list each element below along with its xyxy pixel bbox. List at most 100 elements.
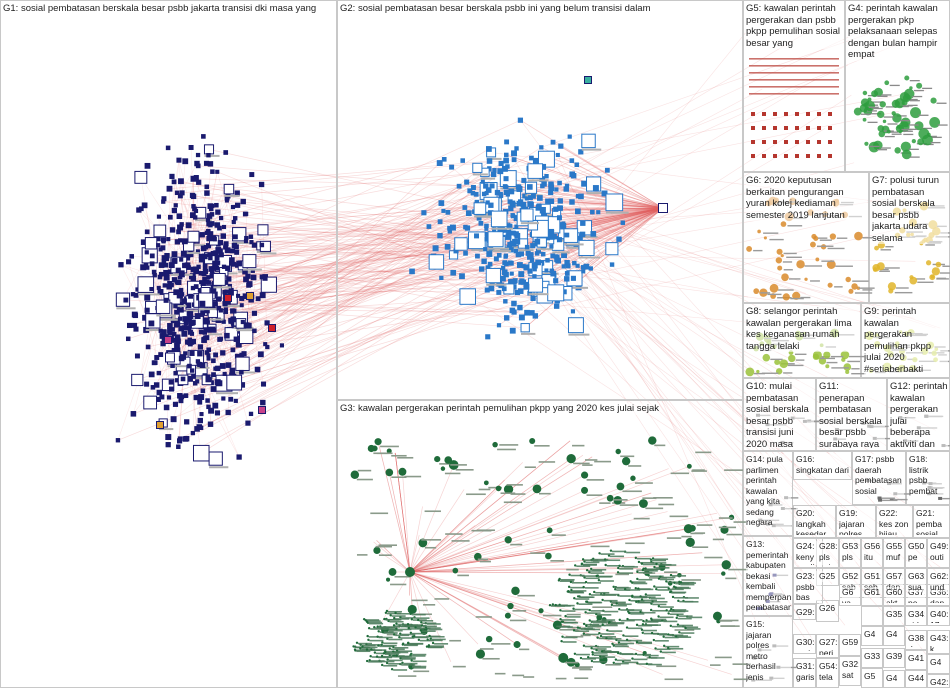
node-label-bar <box>185 310 206 313</box>
node <box>231 308 237 314</box>
node-label-bar <box>869 145 880 148</box>
node <box>529 437 536 445</box>
node <box>795 126 799 130</box>
node <box>511 586 520 596</box>
isolate-label <box>388 663 403 665</box>
node <box>588 608 591 612</box>
node <box>177 438 183 444</box>
node <box>596 574 599 577</box>
group-label-g38: G38: dan <box>908 633 925 647</box>
group-label-g16: G16: singkatan dari <box>796 454 850 475</box>
node <box>221 224 227 230</box>
node-label-bar <box>577 235 598 238</box>
node <box>606 494 614 502</box>
edge <box>540 207 664 264</box>
node <box>555 152 560 158</box>
group-label-g41: G41 <box>908 653 925 664</box>
isolate-label <box>626 589 641 591</box>
node <box>226 276 232 282</box>
edge <box>409 468 669 573</box>
node <box>190 430 196 436</box>
isolate-label <box>603 624 618 627</box>
isolate-label <box>380 660 395 663</box>
node-label-bar <box>611 602 626 605</box>
node <box>465 210 472 217</box>
node <box>193 284 199 289</box>
isolate-label <box>597 650 612 652</box>
edge <box>163 172 485 203</box>
node <box>548 181 554 188</box>
isolate-label <box>620 565 635 568</box>
node <box>615 448 621 455</box>
node <box>180 376 186 382</box>
node <box>544 268 549 273</box>
node <box>616 482 625 491</box>
node <box>527 268 533 274</box>
node <box>882 119 887 124</box>
node-label-bar <box>521 332 536 335</box>
isolate-label <box>680 632 695 634</box>
node <box>746 246 753 252</box>
node <box>514 146 519 151</box>
node <box>678 631 681 634</box>
node <box>258 181 265 188</box>
node-label-bar <box>530 552 546 554</box>
group-label-g17: G17: psbb daerah pembatasan sosial <box>855 454 904 496</box>
node-label-bar <box>872 107 883 110</box>
node <box>165 352 175 363</box>
edge <box>524 195 664 209</box>
node-label-bar <box>391 476 407 479</box>
node <box>197 351 203 357</box>
node <box>159 394 165 400</box>
node <box>177 292 183 299</box>
node <box>212 236 217 242</box>
node <box>225 265 231 271</box>
node <box>581 269 586 274</box>
node <box>141 202 148 209</box>
isolate-label <box>379 631 394 633</box>
node <box>158 262 165 268</box>
node <box>205 217 211 223</box>
node <box>817 140 821 144</box>
node-label-bar <box>770 358 783 361</box>
node <box>190 212 196 219</box>
node <box>560 620 563 623</box>
node <box>176 157 182 163</box>
node <box>896 125 901 129</box>
node <box>188 144 194 150</box>
isolate-label <box>409 624 424 626</box>
node <box>207 421 214 427</box>
node <box>576 595 580 598</box>
node <box>462 205 468 210</box>
edge <box>409 474 585 573</box>
node <box>612 661 615 664</box>
group-label-g21: G21: pemba sosial <box>916 508 948 535</box>
edge <box>394 452 411 573</box>
isolate-label <box>657 563 672 566</box>
node <box>655 587 658 591</box>
node-label-bar <box>888 131 899 133</box>
edge <box>593 207 664 235</box>
node-label-bar <box>512 610 527 612</box>
node <box>144 237 158 250</box>
node-label-bar <box>156 314 176 317</box>
group-label-g52: G52: sab <box>842 571 859 592</box>
node-label-bar <box>760 292 771 294</box>
node-label-bar <box>397 675 417 677</box>
node <box>581 486 589 494</box>
edge <box>546 158 664 209</box>
node-label-bar <box>494 672 506 675</box>
node-label-bar <box>204 154 220 157</box>
node-label-bar <box>584 459 598 461</box>
node <box>588 619 591 622</box>
edge-band <box>749 86 839 88</box>
node <box>612 585 615 588</box>
node <box>395 627 398 630</box>
group-panel-g56 <box>861 538 883 568</box>
group-panel-g41 <box>905 650 927 670</box>
group-label-g12: G12: perintah kawalan pergerakan julai b… <box>890 381 948 448</box>
node <box>257 351 264 358</box>
node <box>198 425 204 431</box>
node <box>485 267 501 284</box>
node <box>401 642 405 645</box>
